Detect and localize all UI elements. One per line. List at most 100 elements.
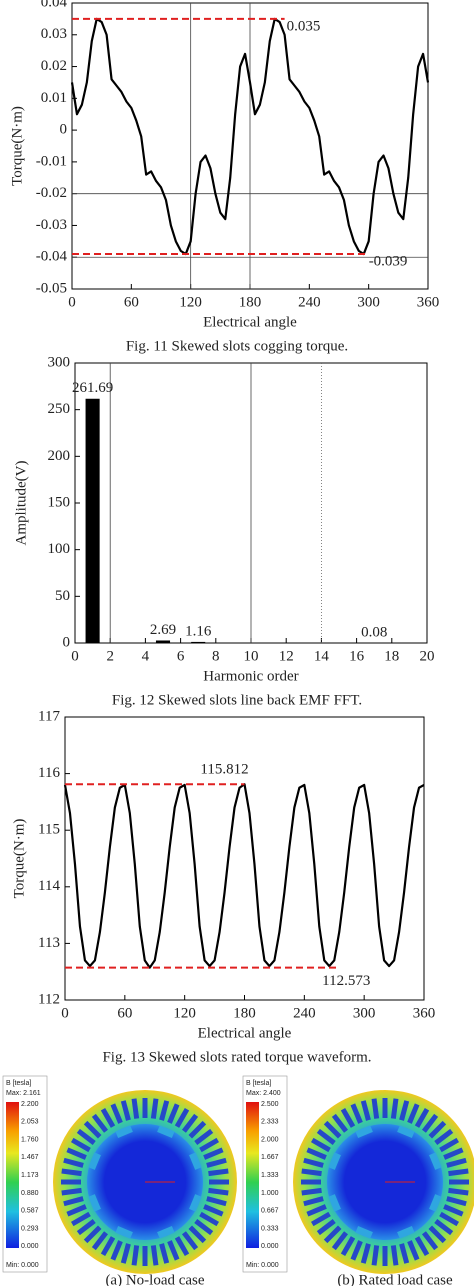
plot-frame [64,716,425,1001]
slot [301,1168,322,1177]
x-tick-label: 180 [233,1005,256,1021]
colorbar-label: 2.500 [261,1101,279,1108]
slot [63,1157,84,1168]
magnet [115,1226,133,1239]
caption: Fig. 11 Skewed slots cogging torque. [126,338,348,354]
data-line [63,783,425,969]
y-tick-label: -0.02 [36,185,67,201]
slot [203,1147,224,1160]
magnet [328,1152,341,1170]
bar [191,641,206,643]
slot [331,1231,349,1251]
y-tick-label: 112 [38,991,60,1007]
slot [71,1211,91,1227]
colorbar-label: 2.053 [21,1119,39,1126]
colorbar-label: 1.333 [261,1172,279,1179]
slot [110,1240,123,1261]
magnet [429,1152,442,1170]
x-tick-label: 0 [71,648,79,664]
slot [399,1100,410,1121]
bar-value-label: 1.16 [185,623,212,639]
x-tick-label: 4 [142,648,150,664]
slot [120,1100,131,1121]
slot [76,1218,96,1236]
colorbar-label: 0.293 [21,1225,39,1232]
x-tick-label: 60 [124,294,139,310]
slot [306,1204,327,1217]
slot [331,1113,349,1133]
y-tick-label: 200 [48,448,71,464]
x-tick-label: 240 [298,294,321,310]
slot [360,1243,371,1264]
colorbar-label: 1.467 [21,1154,39,1161]
slot [131,1098,140,1119]
magnet [355,1125,373,1138]
slot [350,1240,363,1261]
slot [194,1128,214,1146]
x-tick-label: 8 [212,648,220,664]
slot [301,1179,321,1185]
slot [399,1243,410,1264]
y-tick-label: 116 [38,765,60,781]
slot [446,1157,467,1168]
slot [382,1246,388,1266]
slot [83,1120,102,1139]
colorbar-label: 0.333 [261,1225,279,1232]
slot [142,1098,148,1118]
y-tick-label: 50 [55,588,70,604]
slot [390,1098,399,1119]
annotation-label: -0.039 [369,253,408,269]
legend-title: B [tesla] [6,1080,31,1087]
y-tick-label: -0.01 [36,153,67,169]
x-tick-label: 0 [68,294,76,310]
slot [323,1120,342,1139]
annotation-label: 115.812 [200,762,248,778]
y-tick-label: 100 [48,541,71,557]
legend-min: Min: 0.000 [246,1262,279,1269]
colorbar-label: 1.000 [261,1190,279,1197]
slot [208,1187,229,1196]
colorbar-label: 0.880 [21,1190,39,1197]
slot [66,1204,87,1217]
y-tick-label: 117 [38,708,60,724]
x-tick-label: 16 [349,648,365,664]
magnet [328,1194,341,1212]
magnet [157,1226,175,1239]
bar-value-label: 2.69 [150,622,176,638]
slot [174,1108,190,1128]
y-tick-label: 300 [48,354,71,370]
magnet [189,1152,202,1170]
slot [316,1128,336,1146]
x-axis-label: Electrical angle [198,1025,292,1041]
slot [414,1236,430,1256]
y-tick-label: 0 [60,122,68,138]
slot [167,1240,180,1261]
caption: Fig. 12 Skewed slots line back EMF FFT. [112,692,362,708]
y-tick-label: 114 [38,878,60,894]
slot [199,1211,219,1227]
slot [449,1179,469,1185]
slot [66,1147,87,1160]
y-axis-label: Torque(N·m) [11,819,27,899]
colorbar [246,1102,259,1248]
slot [181,1113,199,1133]
slot [61,1168,82,1177]
colorbar-label: 0.667 [261,1208,279,1215]
slot [110,1103,123,1124]
y-tick-label: 0 [63,634,71,650]
slot [303,1157,324,1168]
x-tick-label: 180 [239,294,262,310]
colorbar-label: 0.587 [21,1208,39,1215]
x-tick-label: 14 [314,648,330,664]
slot [434,1128,454,1146]
slot [91,1113,109,1133]
slot [311,1137,331,1153]
slot [159,1243,170,1264]
slot [421,1231,439,1251]
legend-min: Min: 0.000 [6,1262,39,1269]
colorbar-label: 1.760 [21,1136,39,1143]
slot [61,1179,81,1185]
x-axis-label: Harmonic order [203,668,298,684]
colorbar-label: 1.173 [21,1172,39,1179]
